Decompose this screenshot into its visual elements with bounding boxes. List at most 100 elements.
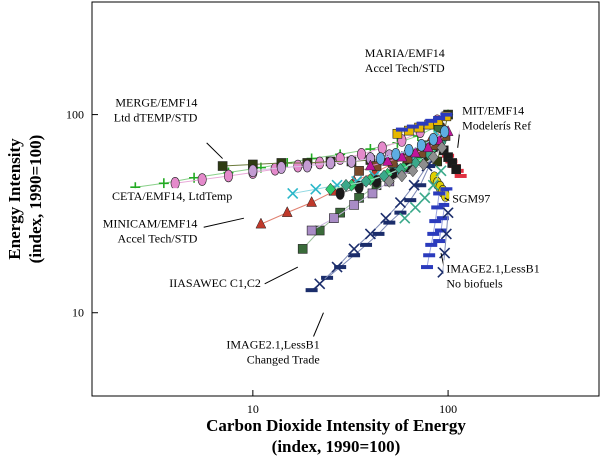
annotation-line: MERGE/EMF14 xyxy=(115,95,197,109)
data-point xyxy=(354,166,364,176)
annotation: SGM97 xyxy=(444,190,490,208)
annotation-bg xyxy=(168,274,264,292)
data-point xyxy=(409,201,421,213)
data-point xyxy=(425,118,438,123)
data-point xyxy=(310,183,322,195)
annotation-text: MINICAM/EMF14 Accel Tech/STD xyxy=(103,216,198,245)
data-point xyxy=(325,182,336,196)
annotation-line: Accel Tech/STD xyxy=(365,61,445,75)
data-point xyxy=(407,164,419,178)
data-point xyxy=(287,187,299,200)
y-tick-label: 10 xyxy=(72,306,84,320)
annotation-bg xyxy=(356,45,453,78)
annotation-leader xyxy=(206,142,223,159)
data-point xyxy=(451,164,461,175)
data-point xyxy=(326,156,336,170)
data-point xyxy=(404,144,414,157)
data-point xyxy=(306,195,318,207)
x-tick-label: 10 xyxy=(247,402,259,416)
data-point xyxy=(436,216,449,221)
data-point xyxy=(399,212,411,224)
data-point xyxy=(248,164,258,178)
y-axis-title-line: (index, 1990=100) xyxy=(26,135,45,264)
data-point xyxy=(223,169,233,183)
x-axis-title-line: Carbon Dioxide Intensity of Energy xyxy=(206,416,466,435)
data-point xyxy=(454,173,467,178)
data-point xyxy=(364,228,376,240)
data-point xyxy=(436,141,448,155)
data-point xyxy=(416,138,426,152)
data-point xyxy=(408,179,420,191)
data-point xyxy=(418,158,430,171)
data-point xyxy=(335,207,345,218)
data-point xyxy=(433,239,446,244)
data-point xyxy=(197,173,207,186)
data-point xyxy=(372,231,385,236)
data-point xyxy=(348,253,361,258)
data-point xyxy=(433,116,446,121)
annotation-line: SGM97 xyxy=(452,192,490,206)
data-point xyxy=(383,175,395,188)
annotation-line: Ltd dTEMP/STD xyxy=(114,110,198,124)
data-point xyxy=(305,288,318,293)
data-point xyxy=(438,202,451,207)
data-point xyxy=(391,148,401,161)
data-point xyxy=(404,198,417,203)
series-grey xyxy=(383,141,448,188)
data-point xyxy=(346,155,356,168)
annotation-bg xyxy=(111,94,201,127)
data-point xyxy=(414,183,427,188)
annotation: MINICAM/EMF14 Accel Tech/STD xyxy=(103,215,245,248)
data-point xyxy=(431,205,444,210)
data-point xyxy=(331,261,343,273)
annotation-line: Modelerís Ref xyxy=(462,119,531,133)
x-axis-title-line: (index, 1990=100) xyxy=(272,437,401,456)
annotation-bg xyxy=(104,215,201,248)
data-point xyxy=(321,275,334,280)
y-axis-title: Energy Intensity (index, 1990=100) xyxy=(5,135,45,264)
annotation-text: IMAGE2.1,LessB1 Changed Trade xyxy=(226,337,319,366)
data-point xyxy=(334,265,347,270)
data-point xyxy=(442,207,454,219)
y-tick-label: 100 xyxy=(66,108,84,122)
data-point xyxy=(423,253,436,258)
series-sgm xyxy=(429,171,450,202)
annotation-bg xyxy=(459,102,549,135)
data-point xyxy=(360,175,372,188)
annotation-leader xyxy=(264,266,299,285)
data-point xyxy=(428,133,438,146)
annotation-line: No biofuels xyxy=(446,276,503,290)
data-point xyxy=(340,178,352,192)
data-point xyxy=(380,212,392,224)
data-point xyxy=(306,225,317,236)
annotation-leader xyxy=(203,217,245,228)
series-image_nobio2 xyxy=(433,187,453,244)
annotation-bg xyxy=(449,190,488,208)
data-point xyxy=(427,231,440,236)
data-point xyxy=(435,165,447,177)
data-point xyxy=(419,192,431,204)
annotation-text: IMAGE2.1,LessB1 No biofuels xyxy=(446,261,539,290)
data-point xyxy=(394,196,406,209)
annotation-line: IMAGE2.1,LessB1 xyxy=(446,261,539,275)
data-point xyxy=(329,213,339,223)
data-point xyxy=(425,242,438,247)
data-point xyxy=(314,278,326,290)
data-point xyxy=(255,217,267,229)
data-point xyxy=(427,150,439,164)
data-point xyxy=(440,228,452,240)
series-sky xyxy=(375,125,450,165)
data-point xyxy=(440,112,453,117)
annotation-bg xyxy=(220,336,323,369)
data-point xyxy=(396,169,408,183)
data-point xyxy=(378,169,390,183)
annotation: IIASAWEC C1,C2 xyxy=(168,266,299,292)
plot-frame xyxy=(91,1,600,397)
data-point xyxy=(348,243,360,255)
data-point xyxy=(367,188,378,199)
series-maria_dash xyxy=(395,112,453,132)
annotation: IMAGE2.1,LessB1 No biofuels xyxy=(440,252,546,293)
annotation: MARIA/EMF14 Accel Tech/STD xyxy=(356,45,453,78)
data-point xyxy=(406,124,419,129)
